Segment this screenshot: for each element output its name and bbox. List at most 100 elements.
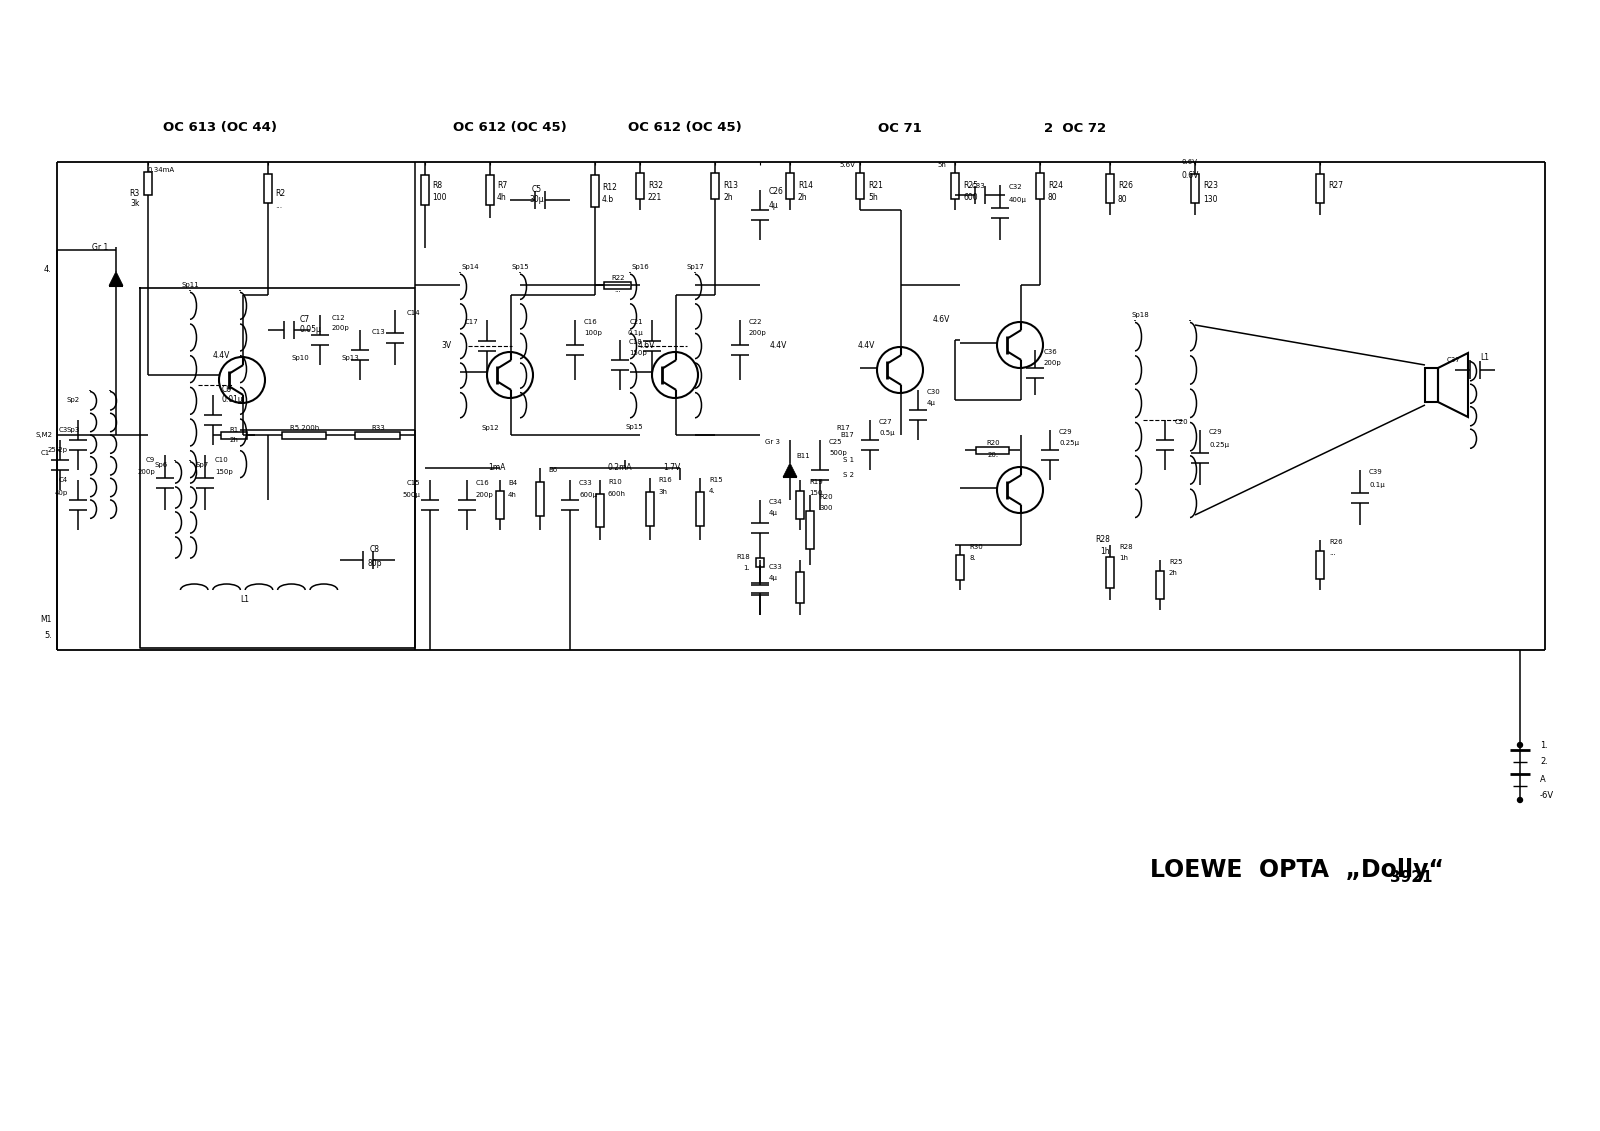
- Text: 8.: 8.: [970, 555, 976, 561]
- Text: C22: C22: [749, 319, 763, 325]
- Text: 500p: 500p: [829, 450, 846, 456]
- Text: R23: R23: [1203, 181, 1218, 190]
- Text: R18: R18: [736, 554, 750, 560]
- Text: 0.6V: 0.6V: [1181, 171, 1198, 180]
- Text: -6V: -6V: [1539, 791, 1554, 800]
- Text: OC 612 (OC 45): OC 612 (OC 45): [629, 121, 742, 135]
- Bar: [950, 173, 958, 199]
- Bar: [590, 175, 598, 207]
- Text: 100p: 100p: [584, 330, 602, 336]
- Text: OC 613 (OC 44): OC 613 (OC 44): [163, 121, 277, 135]
- Text: B11: B11: [797, 454, 810, 459]
- Text: 80: 80: [1118, 196, 1128, 205]
- Text: 0.25µ: 0.25µ: [1210, 442, 1229, 448]
- Text: 4.4V: 4.4V: [770, 340, 787, 349]
- Text: C10: C10: [214, 457, 229, 463]
- Text: Sp15: Sp15: [510, 264, 530, 270]
- Text: R21: R21: [867, 181, 883, 190]
- Text: Gr 3: Gr 3: [765, 439, 781, 444]
- Text: B6: B6: [547, 467, 557, 473]
- Text: LOEWE  OPTA  „Dolly“: LOEWE OPTA „Dolly“: [1150, 858, 1443, 882]
- Text: R15: R15: [709, 477, 723, 483]
- Text: 2h: 2h: [723, 192, 733, 201]
- Text: R14: R14: [798, 181, 813, 190]
- Text: 500µ: 500µ: [402, 492, 419, 498]
- Text: C7: C7: [301, 316, 310, 325]
- Text: R19: R19: [810, 480, 822, 485]
- Text: C26: C26: [770, 188, 784, 197]
- Text: 200p: 200p: [333, 325, 350, 331]
- Bar: [355, 432, 400, 439]
- Text: Sp15: Sp15: [626, 424, 643, 430]
- Text: R30: R30: [970, 544, 982, 550]
- Text: C14: C14: [406, 310, 421, 316]
- Text: R12: R12: [602, 183, 618, 192]
- Text: Sp7: Sp7: [195, 461, 208, 468]
- Text: Sp11: Sp11: [181, 282, 198, 288]
- Text: C36: C36: [1043, 349, 1058, 355]
- Text: A: A: [1539, 776, 1546, 785]
- Bar: [282, 432, 326, 439]
- Text: 0.05µ: 0.05µ: [301, 326, 322, 335]
- Bar: [856, 173, 864, 199]
- Text: Gr 1: Gr 1: [91, 243, 109, 252]
- Bar: [1037, 173, 1043, 199]
- Text: C20: C20: [1174, 418, 1189, 425]
- Text: Sp16: Sp16: [630, 264, 650, 270]
- Text: C18: C18: [629, 339, 643, 345]
- Text: Sp13: Sp13: [341, 355, 358, 361]
- Bar: [221, 432, 246, 439]
- Text: S 2: S 2: [843, 472, 854, 478]
- Bar: [806, 511, 814, 550]
- Text: 300: 300: [819, 506, 832, 511]
- Text: C16: C16: [584, 319, 598, 325]
- Text: 2h: 2h: [798, 193, 808, 202]
- Text: 100: 100: [432, 192, 446, 201]
- Text: 4µ: 4µ: [770, 200, 779, 209]
- Text: 4µ: 4µ: [770, 575, 778, 581]
- Bar: [786, 173, 794, 199]
- Text: C21: C21: [629, 319, 643, 325]
- Text: 0.2mA: 0.2mA: [608, 464, 632, 473]
- Text: C15: C15: [406, 480, 419, 486]
- Text: R33: R33: [371, 425, 386, 431]
- Text: M1: M1: [40, 615, 51, 624]
- Circle shape: [1517, 742, 1523, 748]
- Text: ...: ...: [614, 287, 621, 293]
- Text: 4.: 4.: [709, 487, 715, 494]
- Bar: [696, 492, 704, 526]
- Text: Sp10: Sp10: [291, 355, 309, 361]
- Text: 1.: 1.: [744, 566, 750, 571]
- Text: 4h: 4h: [498, 192, 507, 201]
- Bar: [957, 555, 963, 580]
- Text: 2  OC 72: 2 OC 72: [1043, 121, 1106, 135]
- Text: L1: L1: [1480, 354, 1490, 363]
- Text: 4µ: 4µ: [770, 510, 778, 516]
- Text: 0.25µ: 0.25µ: [1059, 440, 1078, 446]
- Text: C8: C8: [370, 545, 381, 554]
- Text: C33: C33: [579, 480, 592, 486]
- Bar: [496, 491, 504, 519]
- Text: 0.34mA: 0.34mA: [147, 167, 174, 173]
- Text: C6: C6: [222, 386, 232, 395]
- Bar: [757, 559, 765, 567]
- Text: S,M2: S,M2: [35, 432, 51, 438]
- Text: Sp18: Sp18: [1131, 312, 1149, 318]
- Text: B17: B17: [840, 432, 854, 438]
- Bar: [637, 173, 643, 199]
- Bar: [646, 492, 654, 526]
- Text: 4.6V: 4.6V: [933, 316, 950, 325]
- Bar: [1106, 558, 1114, 588]
- Text: 20.: 20.: [987, 452, 998, 458]
- Text: C1: C1: [40, 450, 50, 456]
- Text: R24: R24: [1048, 181, 1062, 190]
- Polygon shape: [109, 271, 123, 285]
- Bar: [144, 172, 152, 196]
- Text: 200p: 200p: [1043, 360, 1062, 366]
- Text: 600: 600: [963, 193, 978, 202]
- Bar: [264, 174, 272, 204]
- Text: OC 612 (OC 45): OC 612 (OC 45): [453, 121, 566, 135]
- Text: C39: C39: [1370, 469, 1382, 475]
- Text: 4.4V: 4.4V: [858, 340, 875, 349]
- Text: Sp6: Sp6: [155, 461, 168, 468]
